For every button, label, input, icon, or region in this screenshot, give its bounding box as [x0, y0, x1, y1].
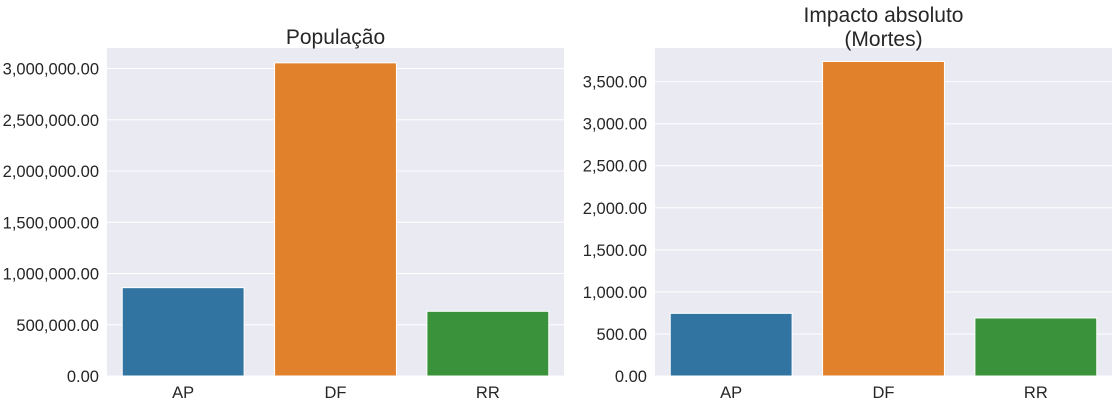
y-tick-label: 3,500.00 — [583, 74, 647, 92]
bar-df — [822, 60, 945, 377]
y-tick-label: 1,000,000.00 — [3, 266, 99, 284]
y-tick-label: 2,500.00 — [583, 158, 647, 176]
chart-panel-2: 0.00 500.00 1,000.00 1,500.00 2,000.00 2,500.… — [583, 4, 1112, 402]
bar-ap — [121, 287, 245, 377]
y-tick-label: 0.00 — [67, 368, 99, 386]
y-tick-label: 2,000,000.00 — [3, 163, 99, 181]
bar-rr — [974, 317, 1098, 377]
y-tick-label: 0.00 — [615, 368, 647, 386]
chart-title: (Mortes) — [844, 28, 922, 51]
y-tick-label: 3,000.00 — [583, 116, 647, 134]
y-tick-label: 1,500.00 — [583, 242, 647, 260]
bar-df — [274, 62, 397, 377]
y-tick-label: 1,500,000.00 — [3, 214, 99, 232]
chart-title: População — [286, 26, 385, 49]
chart-panel-1: 0.00 500,000.00 1,000,000.00 1,500,000.00 2,… — [3, 26, 564, 402]
x-tick-label: AP — [720, 384, 742, 402]
bar-ap — [669, 312, 793, 377]
y-tick-label: 500,000.00 — [16, 317, 99, 335]
y-tick-label: 2,500,000.00 — [3, 112, 99, 130]
x-tick-label: DF — [873, 384, 895, 402]
x-tick-label: DF — [325, 384, 347, 402]
x-tick-label: RR — [476, 384, 500, 402]
y-tick-label: 2,000.00 — [583, 200, 647, 218]
y-tick-label: 500.00 — [597, 326, 647, 344]
x-tick-label: RR — [1024, 384, 1048, 402]
chart-title: Impacto absoluto — [804, 4, 964, 27]
bar-rr — [426, 310, 550, 377]
y-tick-label: 1,000.00 — [583, 284, 647, 302]
y-tick-label: 3,000,000.00 — [3, 61, 99, 79]
x-tick-label: AP — [172, 384, 194, 402]
